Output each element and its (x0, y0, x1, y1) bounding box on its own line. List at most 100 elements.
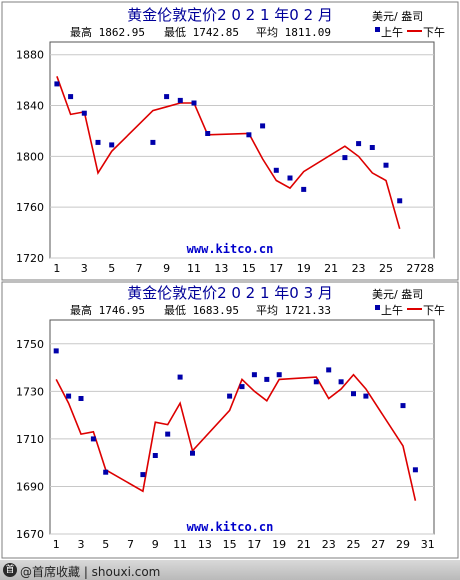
x-tick-label: 29 (396, 538, 410, 551)
x-tick-label: 27 (371, 538, 385, 551)
am-data-point (260, 123, 266, 129)
x-tick-label: 13 (214, 262, 228, 275)
am-data-point (81, 110, 87, 116)
stat-low: 最低 1742.85 (164, 26, 239, 39)
am-data-point (400, 403, 406, 409)
x-tick-label: 28 (420, 262, 434, 275)
x-tick-label: 15 (223, 538, 237, 551)
am-data-point (177, 97, 183, 103)
am-data-point (351, 391, 356, 397)
am-data-point (363, 393, 369, 399)
am-data-point (90, 436, 96, 442)
x-tick-label: 27 (406, 262, 420, 275)
am-data-point (246, 132, 252, 138)
am-data-point (177, 374, 183, 380)
x-tick-label: 5 (108, 262, 115, 275)
x-tick-label: 17 (247, 538, 261, 551)
am-data-point (412, 467, 418, 473)
x-tick-label: 19 (297, 262, 311, 275)
am-data-point (301, 186, 307, 192)
footer-bar: 首 @首席收藏 | shouxi.com (0, 560, 460, 580)
am-data-point (342, 155, 348, 161)
pm-series (56, 76, 401, 230)
stat-high: 最高 1746.95 (70, 303, 145, 317)
legend-am-label: 上午 (381, 304, 403, 317)
y-tick-label: 1710 (16, 433, 44, 446)
plot-area (49, 41, 435, 259)
chart-panel-february: 黄金伦敦定价2 0 2 1 年0 2 月 最高 1862.95 最低 1742.… (1, 1, 459, 281)
stat-avg: 平均 1721.33 (256, 304, 331, 317)
am-data-point (338, 379, 344, 385)
x-tick-label: 11 (187, 262, 201, 275)
x-tick-label: 1 (53, 262, 60, 275)
x-tick-labels: 1 3 5 7 9 11 13 15 17 19 21 23 25 27 28 (53, 262, 434, 275)
y-tick-label: 1880 (16, 49, 44, 62)
stat-avg: 平均 1811.09 (256, 26, 331, 39)
x-tick-label: 13 (198, 538, 212, 551)
x-tick-label: 23 (352, 262, 366, 275)
y-tick-label: 1760 (16, 201, 44, 214)
stat-high: 最高 1862.95 (70, 25, 145, 39)
x-tick-label: 1 (53, 538, 60, 551)
x-tick-label: 21 (297, 538, 311, 551)
x-tick-label: 19 (272, 538, 286, 551)
am-series (53, 348, 418, 478)
pm-series-line (55, 373, 417, 501)
x-tick-label: 25 (346, 538, 360, 551)
x-tick-label: 17 (269, 262, 283, 275)
legend-pm-label: 下午 (423, 26, 445, 39)
x-tick-label: 25 (379, 262, 393, 275)
x-tick-label: 9 (163, 262, 170, 275)
am-data-point (165, 431, 171, 437)
x-tick-label: 31 (421, 538, 435, 551)
am-data-point (313, 379, 319, 385)
footer-credit: @首席收藏 | shouxi.com (20, 565, 161, 579)
am-data-point (326, 367, 332, 373)
y-gridlines (50, 343, 434, 535)
am-data-point (103, 469, 109, 475)
am-data-point (190, 450, 195, 456)
am-data-point (164, 94, 170, 100)
am-data-point (205, 131, 211, 136)
x-tick-label: 3 (81, 262, 88, 275)
x-tick-label: 5 (102, 538, 109, 551)
am-data-point (152, 453, 158, 458)
chart-title: 黄金伦敦定价2 0 2 1 年0 3 月 (127, 284, 333, 302)
chart-title: 黄金伦敦定价2 0 2 1 年0 2 月 (127, 6, 333, 24)
legend-am-label: 上午 (381, 26, 403, 39)
y-gridlines (50, 54, 434, 259)
x-tick-label: 3 (77, 538, 84, 551)
am-data-point (383, 162, 389, 168)
plot-area (49, 319, 435, 535)
x-tick-label: 7 (136, 262, 143, 275)
am-series (54, 81, 403, 204)
gold-price-charts: 黄金伦敦定价2 0 2 1 年0 2 月 最高 1862.95 最低 1742.… (1, 1, 459, 559)
y-tick-label: 1840 (16, 100, 44, 113)
am-data-point (251, 372, 257, 378)
am-data-point (95, 139, 101, 145)
am-data-point (191, 100, 197, 106)
x-tick-label: 9 (152, 538, 159, 551)
am-data-point (109, 142, 115, 148)
legend-pm-label: 下午 (423, 304, 445, 317)
y-tick-label: 1690 (16, 480, 44, 493)
x-tick-label: 15 (242, 262, 256, 275)
y-tick-label: 1800 (16, 150, 44, 163)
x-tick-label: 7 (127, 538, 134, 551)
x-tick-label: 21 (324, 262, 338, 275)
legend-am-marker (375, 27, 380, 32)
x-tick-label: 11 (173, 538, 187, 551)
am-data-point (150, 139, 156, 145)
am-data-point (54, 81, 60, 87)
y-tick-label: 1720 (16, 252, 44, 265)
unit-label: 美元/ 盎司 (372, 9, 423, 23)
am-data-point (276, 372, 282, 378)
am-data-point (66, 393, 72, 399)
y-tick-labels: 1670 1690 1710 1730 1750 (16, 338, 44, 541)
am-data-point (68, 94, 74, 100)
watermark: www.kitco.cn (187, 520, 274, 534)
stat-low: 最低 1683.95 (164, 304, 239, 317)
y-tick-label: 1750 (16, 338, 44, 351)
am-data-point (140, 472, 146, 478)
chart-panel-march: 黄金伦敦定价2 0 2 1 年0 3 月 最高 1746.95 最低 1683.… (1, 281, 459, 559)
